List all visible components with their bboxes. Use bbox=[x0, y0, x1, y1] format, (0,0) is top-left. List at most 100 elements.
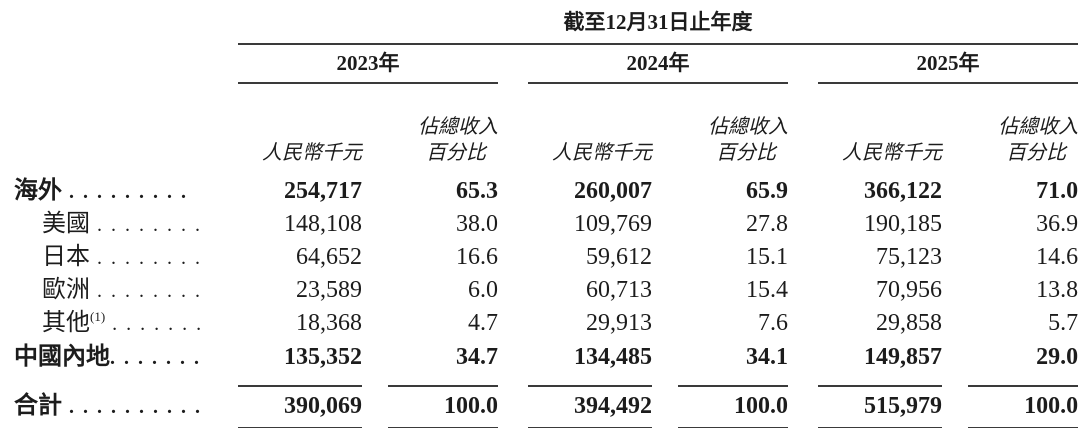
table-row-europe: 歐洲 . . . . . . . . 23,589 6.0 60,713 15.… bbox=[0, 273, 1078, 306]
column-gap bbox=[498, 83, 528, 174]
year-header-2023: 2023年 bbox=[238, 44, 498, 84]
column-gap bbox=[362, 240, 388, 273]
pct-cell: 6.0 bbox=[468, 276, 498, 303]
pct-header-line2: 百分比 bbox=[1006, 142, 1067, 164]
value-cell: 75,123 bbox=[876, 243, 942, 270]
pct-header-2024: 佔總收入 百分比 bbox=[678, 83, 788, 174]
column-gap bbox=[788, 273, 818, 306]
column-gap bbox=[498, 207, 528, 240]
column-gap bbox=[788, 339, 818, 386]
pct-cell: 65.3 bbox=[456, 177, 498, 204]
column-gap bbox=[498, 339, 528, 386]
pct-header-line1: 佔總收入 bbox=[708, 116, 788, 138]
spacer-cell bbox=[0, 83, 238, 174]
dot-leader: . . . . . . . . . bbox=[62, 180, 188, 203]
value-cell: 29,913 bbox=[586, 309, 652, 336]
pct-header-2023: 佔總收入 百分比 bbox=[388, 83, 498, 174]
value-cell: 59,612 bbox=[586, 243, 652, 270]
value-cell: 18,368 bbox=[296, 309, 362, 336]
pct-cell: 29.0 bbox=[968, 339, 1079, 387]
column-gap bbox=[788, 174, 818, 207]
pct-cell: 16.6 bbox=[456, 243, 498, 270]
pct-cell: 5.7 bbox=[1048, 309, 1079, 336]
pct-header-line2: 百分比 bbox=[426, 142, 486, 164]
dot-leader: . . . . . . . . bbox=[90, 213, 202, 236]
column-gap bbox=[498, 273, 528, 306]
pct-cell: 15.1 bbox=[746, 243, 788, 270]
pct-cell: 100.0 bbox=[734, 393, 788, 419]
pct-header-line1: 佔總收入 bbox=[418, 116, 498, 138]
footnote-marker: (1) bbox=[90, 308, 106, 324]
column-gap bbox=[942, 83, 968, 174]
column-gap bbox=[652, 386, 678, 425]
value-cell: 109,769 bbox=[574, 210, 652, 237]
dot-leader: . . . . . . . . . . bbox=[62, 395, 202, 418]
value-cell: 515,979 bbox=[864, 393, 942, 419]
row-label-cell: 歐洲 . . . . . . . . bbox=[0, 273, 238, 306]
row-label: 歐洲 bbox=[42, 276, 90, 303]
pct-cell: 7.6 bbox=[758, 309, 788, 336]
column-gap bbox=[362, 339, 388, 386]
column-gap bbox=[652, 207, 678, 240]
value-cell: 70,956 bbox=[876, 276, 942, 303]
row-label-cell: 海外 . . . . . . . . . bbox=[0, 174, 238, 207]
row-label-cell: 合計 . . . . . . . . . . bbox=[0, 386, 238, 425]
column-gap bbox=[788, 83, 818, 174]
period-header-row: 截至12月31日止年度 bbox=[0, 0, 1079, 45]
column-gap bbox=[788, 207, 818, 240]
pct-cell: 71.0 bbox=[1036, 177, 1079, 204]
pct-cell: 14.6 bbox=[1036, 243, 1079, 270]
table-row-japan: 日本 . . . . . . . . 64,652 16.6 59,612 15… bbox=[0, 240, 1078, 273]
row-label-cell: 其他(1) . . . . . . . bbox=[0, 306, 238, 339]
column-gap bbox=[652, 83, 678, 174]
column-gap bbox=[652, 306, 678, 339]
row-label: 日本 bbox=[42, 243, 90, 270]
spacer-cell bbox=[0, 44, 238, 83]
table-row-mainland-china: 中國內地. . . . . . . 135,352 34.7 134,485 3… bbox=[0, 339, 1079, 387]
value-cell: 60,713 bbox=[586, 276, 652, 303]
pct-cell: 34.7 bbox=[388, 339, 498, 387]
row-label: 中國內地 bbox=[14, 344, 110, 370]
value-cell: 254,717 bbox=[284, 177, 362, 204]
row-label-cell: 日本 . . . . . . . . bbox=[0, 240, 238, 273]
dot-leader: . . . . . . . . bbox=[90, 279, 202, 302]
table-row-overseas: 海外 . . . . . . . . . 254,717 65.3 260,00… bbox=[0, 174, 1078, 207]
column-gap bbox=[362, 273, 388, 306]
column-gap bbox=[788, 44, 818, 83]
pct-cell: 15.4 bbox=[746, 276, 788, 303]
column-gap bbox=[942, 174, 968, 207]
column-gap bbox=[498, 306, 528, 339]
row-label: 海外 bbox=[14, 177, 62, 204]
column-gap bbox=[942, 273, 968, 306]
column-gap bbox=[362, 386, 388, 425]
unit-header-2024: 人民幣千元 bbox=[552, 142, 652, 164]
dot-leader: . . . . . . . bbox=[105, 312, 204, 335]
column-gap bbox=[498, 386, 528, 425]
column-gap bbox=[498, 240, 528, 273]
pct-cell: 36.9 bbox=[1036, 210, 1079, 237]
column-gap bbox=[942, 240, 968, 273]
value-cell: 190,185 bbox=[864, 210, 942, 237]
pct-cell: 13.8 bbox=[1036, 276, 1079, 303]
column-gap bbox=[652, 240, 678, 273]
year-header-2025: 2025年 bbox=[818, 44, 1079, 84]
column-gap bbox=[362, 306, 388, 339]
unit-header-2025: 人民幣千元 bbox=[842, 142, 942, 164]
column-gap bbox=[362, 207, 388, 240]
row-label-cell: 中國內地. . . . . . . bbox=[0, 339, 238, 386]
unit-header-2023: 人民幣千元 bbox=[262, 142, 362, 164]
column-gap bbox=[788, 240, 818, 273]
spacer-cell bbox=[0, 0, 238, 44]
dot-leader: . . . . . . . bbox=[110, 347, 201, 369]
pct-cell: 100.0 bbox=[444, 393, 498, 419]
table-row-others: 其他(1) . . . . . . . 18,368 4.7 29,913 7.… bbox=[0, 306, 1078, 339]
value-cell: 394,492 bbox=[574, 393, 652, 419]
pct-cell: 65.9 bbox=[746, 177, 788, 204]
pct-header-line1: 佔總收入 bbox=[998, 116, 1079, 138]
column-gap bbox=[942, 207, 968, 240]
column-gap bbox=[942, 386, 968, 425]
value-cell: 64,652 bbox=[296, 243, 362, 270]
table-row-us: 美國 . . . . . . . . 148,108 38.0 109,769 … bbox=[0, 207, 1078, 240]
